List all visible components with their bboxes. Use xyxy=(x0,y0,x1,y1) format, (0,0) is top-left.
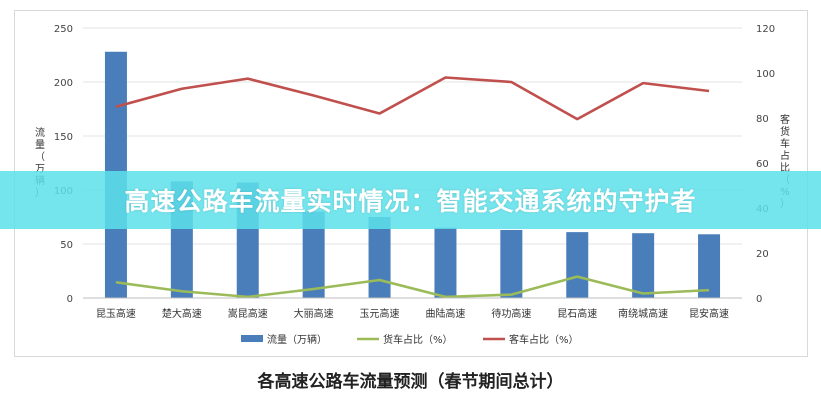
y-right-tick-label: 80 xyxy=(756,114,769,125)
y-right-tick-label: 20 xyxy=(756,249,769,260)
legend: 流量（万辆） 货车占比（%） 客车占比（%） xyxy=(241,333,579,346)
y-right-tick-label: 120 xyxy=(756,24,775,35)
x-category-label: 昆玉高速 xyxy=(96,307,136,320)
bar xyxy=(500,229,523,298)
bar xyxy=(434,227,457,298)
series-line xyxy=(115,76,710,121)
y-left-tick-label: 250 xyxy=(54,24,73,35)
legend-label: 客车占比（%） xyxy=(509,333,579,346)
y-left-axis-title-char: 量 xyxy=(35,139,45,151)
y-left-axis-title-char: 万 xyxy=(35,164,45,175)
series-line xyxy=(115,275,710,299)
y-right-axis-title-char: 客 xyxy=(780,113,790,126)
x-category-label: 楚大高速 xyxy=(162,307,202,320)
y-left-tick-label: 150 xyxy=(54,132,73,143)
y-right-tick-label: 100 xyxy=(756,69,775,80)
headline-banner: 高速公路车流量实时情况：智能交通系统的守护者 xyxy=(0,171,821,229)
x-category-label: 嵩昆高速 xyxy=(228,307,268,320)
legend-swatch xyxy=(241,335,263,342)
x-category-label: 玉元高速 xyxy=(360,307,400,320)
y-right-tick-label: 0 xyxy=(756,294,762,305)
x-category-label: 待功高速 xyxy=(491,307,531,320)
x-category-label: 南绕城高速 xyxy=(618,307,668,320)
y-left-tick-label: 50 xyxy=(60,240,73,251)
axes: 050100150200250020406080100120昆玉高速楚大高速嵩昆… xyxy=(35,24,790,320)
y-left-tick-label: 200 xyxy=(54,78,73,89)
y-right-axis-title-char: 车 xyxy=(780,137,790,150)
legend-label: 流量（万辆） xyxy=(267,333,327,346)
line-series xyxy=(115,76,710,299)
legend-label: 货车占比（%） xyxy=(383,333,453,346)
x-category-label: 昆石高速 xyxy=(557,307,597,320)
bar xyxy=(302,211,325,298)
x-category-label: 曲陆高速 xyxy=(425,307,465,320)
y-right-tick-label: 60 xyxy=(756,159,769,170)
y-left-tick-label: 0 xyxy=(67,294,73,305)
headline-text: 高速公路车流量实时情况：智能交通系统的守护者 xyxy=(124,187,697,216)
bar xyxy=(566,232,589,298)
x-category-label: 大丽高速 xyxy=(294,307,334,320)
y-right-axis-title-char: 占 xyxy=(780,149,790,162)
y-right-axis-title-char: 货 xyxy=(780,125,790,138)
bar xyxy=(368,217,391,298)
x-category-label: 昆安高速 xyxy=(689,307,729,320)
y-right-axis-title-char: 比 xyxy=(780,162,790,174)
y-left-axis-title-char: （ xyxy=(35,151,45,163)
y-left-axis-title-char: 流 xyxy=(35,126,45,139)
bar xyxy=(632,233,655,298)
chart-caption: 各高速公路车流量预测（春节期间总计） xyxy=(257,372,564,392)
bar xyxy=(698,234,721,298)
